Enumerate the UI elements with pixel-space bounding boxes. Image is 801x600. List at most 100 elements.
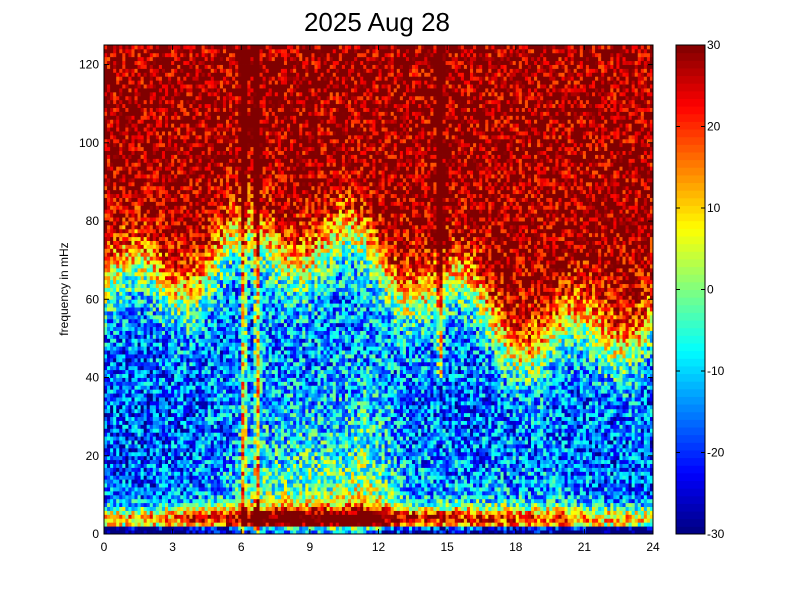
heatmap-cell: [473, 428, 477, 433]
heatmap-cell: [631, 436, 636, 441]
heatmap-cell: [360, 526, 364, 531]
heatmap-cell: [140, 440, 145, 445]
heatmap-cell: [564, 428, 568, 433]
heatmap-cell: [491, 428, 495, 433]
heatmap-cell: [308, 467, 312, 472]
heatmap-cell: [372, 451, 376, 457]
heatmap-cell: [573, 475, 578, 480]
heatmap-cell: [601, 522, 605, 527]
heatmap-cell: [317, 506, 321, 511]
heatmap-cell: [265, 479, 270, 484]
heatmap-cell: [485, 498, 489, 504]
heatmap-cell: [646, 518, 651, 523]
heatmap-cell: [125, 522, 129, 527]
heatmap-cell: [283, 510, 288, 515]
heatmap-cell: [158, 506, 163, 511]
heatmap-cell: [341, 440, 346, 445]
heatmap-cell: [238, 436, 242, 441]
heatmap-cell: [140, 467, 145, 472]
heatmap-cell: [372, 498, 376, 504]
heatmap-cell: [189, 487, 193, 492]
heatmap-cell: [402, 459, 407, 464]
heatmap-cell: [332, 440, 337, 445]
heatmap-cell: [174, 490, 178, 496]
heatmap-cell: [515, 440, 520, 445]
heatmap-cell: [409, 447, 413, 453]
heatmap-cell: [274, 530, 279, 535]
heatmap-cell: [595, 498, 599, 504]
heatmap-cell: [579, 498, 584, 504]
heatmap-cell: [140, 483, 145, 488]
heatmap-cell: [531, 444, 535, 449]
heatmap-cell: [219, 447, 224, 453]
heatmap-cell: [189, 494, 193, 500]
heatmap-cell: [366, 514, 370, 519]
heatmap-cell: [155, 475, 160, 480]
heatmap-cell: [161, 471, 166, 476]
heatmap-cell: [113, 455, 117, 461]
heatmap-cell: [405, 424, 410, 429]
heatmap-cell: [561, 526, 565, 531]
heatmap-cell: [116, 510, 120, 515]
heatmap-cell: [521, 490, 526, 496]
heatmap-cell: [262, 467, 267, 472]
heatmap-cell: [588, 522, 593, 527]
heatmap-cell: [271, 432, 276, 437]
heatmap-cell: [198, 467, 202, 472]
heatmap-cell: [433, 526, 437, 531]
heatmap-cell: [445, 436, 450, 441]
heatmap-cell: [107, 502, 111, 508]
heatmap-cell: [155, 451, 160, 457]
heatmap-cell: [448, 518, 453, 523]
heatmap-cell: [201, 490, 206, 496]
heatmap-cell: [229, 440, 233, 445]
heatmap-cell: [302, 471, 306, 476]
heatmap-cell: [628, 494, 633, 500]
heatmap-cell: [158, 479, 163, 484]
heatmap-cell: [649, 471, 654, 476]
heatmap-cell: [146, 487, 151, 492]
heatmap-cell: [558, 451, 562, 457]
heatmap-cell: [314, 455, 318, 461]
heatmap-cell: [366, 487, 370, 492]
heatmap-cell: [561, 447, 565, 453]
heatmap-cell: [561, 518, 565, 523]
heatmap-cell: [579, 514, 584, 519]
heatmap-cell: [476, 518, 480, 523]
heatmap-cell: [402, 506, 407, 511]
heatmap-cell: [161, 444, 166, 449]
heatmap-cell: [601, 483, 605, 488]
heatmap-cell: [518, 510, 523, 515]
heatmap-cell: [171, 506, 175, 511]
heatmap-cell: [646, 490, 651, 496]
heatmap-cell: [165, 518, 169, 523]
heatmap-cell: [338, 479, 343, 484]
heatmap-cell: [433, 436, 437, 441]
heatmap-cell: [610, 459, 614, 464]
heatmap-cell: [631, 459, 636, 464]
heatmap-cell: [515, 455, 520, 461]
heatmap-cell: [412, 424, 416, 429]
heatmap-cell: [396, 510, 401, 515]
heatmap-cell: [506, 522, 511, 527]
heatmap-cell: [143, 514, 148, 519]
heatmap-cell: [213, 483, 218, 488]
heatmap-cell: [549, 455, 553, 461]
heatmap-cell: [348, 436, 352, 441]
heatmap-cell: [299, 459, 303, 464]
heatmap-cell: [137, 467, 141, 472]
heatmap-cell: [366, 483, 370, 488]
heatmap-cell: [140, 447, 145, 453]
heatmap-cell: [488, 471, 492, 476]
heatmap-cell: [460, 440, 465, 445]
heatmap-cell: [604, 475, 608, 480]
heatmap-cell: [619, 459, 623, 464]
heatmap-cell: [357, 459, 361, 464]
heatmap-cell: [592, 463, 596, 468]
heatmap-cell: [320, 463, 324, 468]
heatmap-cell: [296, 428, 300, 433]
heatmap-cell: [198, 432, 202, 437]
heatmap-cell: [201, 475, 206, 480]
heatmap-cell: [409, 428, 413, 433]
heatmap-cell: [311, 494, 315, 500]
